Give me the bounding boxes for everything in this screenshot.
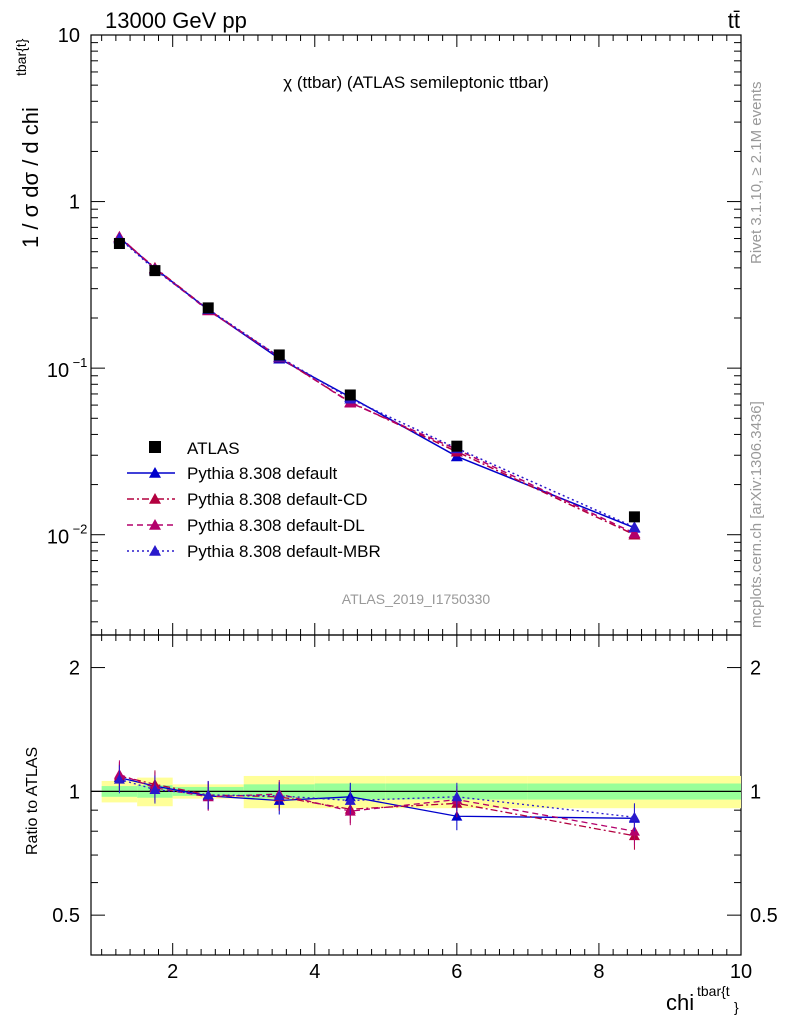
ratio-point-mbr [451,791,463,802]
legend-marker-dl [149,519,161,530]
x-tick-label: 6 [451,961,462,983]
y-main-label-text: 1 / σ dσ / d chi [18,107,43,248]
legend-marker-atlas [149,441,161,453]
ratio-point-mbr [344,795,356,805]
energy-label: 13000 GeV pp [105,8,247,33]
series-line-dl [118,236,635,534]
x-tick-label: 2 [167,961,178,983]
legend-label-atlas: ATLAS [187,439,240,458]
atlas-data-point [113,238,125,250]
atlas-data-point [451,440,463,452]
y-main-tick-label: 10 [58,25,80,47]
ratio-point-mbr [202,789,214,800]
ratio-point-mbr [113,773,125,784]
x-tick-label: 8 [593,961,604,983]
series-point-dl [628,527,641,539]
mcplots-credit-label: mcplots.cern.ch [arXiv:1306.3436] [748,401,765,628]
x-label-sup: tbar{t [697,983,730,999]
x-label-text: chi [666,990,694,1015]
y-ratio-tick-label-right: 2 [750,658,761,680]
legend-label-cd: Pythia 8.308 default-CD [187,490,368,509]
legend: ATLAS Pythia 8.308 default Pythia 8.308 de… [127,439,381,561]
y-ratio-tick-label-right: 1 [750,781,761,803]
y-ratio-tick-label-right: 0.5 [750,905,778,927]
series-point-mbr [628,521,641,532]
atlas-data-point [202,302,214,314]
process-label: tt̄ [728,8,740,33]
ratio-point-mbr [628,811,640,822]
y-main-tick-exponent: −1 [73,355,88,370]
axis-ticks: 2 4 6 8 10 10 1 10 −1 10 −2 2 2 1 1 0.5 0.5 [47,25,778,983]
y-ratio-tick-label: 1 [69,781,80,803]
atlas-data-point [149,265,161,277]
y-ratio-tick-label: 2 [69,658,80,680]
legend-marker-cd [149,493,161,504]
y-ratio-tick-label: 0.5 [52,905,80,927]
ratio-uncertainty-bands [101,775,741,809]
atlas-data-point [273,349,285,361]
series-line-mbr [118,237,635,528]
legend-marker-mbr [149,545,161,556]
atlas-data-points [113,238,640,523]
y-main-tick-label: 10 [47,360,69,382]
y-main-label-sup: tbar{t} [13,38,29,76]
atlas-data-point [628,511,640,523]
rivet-version-label: Rivet 3.1.10, ≥ 2.1M events [748,82,765,265]
ratio-point-mbr [273,790,285,801]
plot-title: χ (ttbar) (ATLAS semileptonic ttbar) [283,73,549,92]
x-label-sub: } [734,999,739,1015]
y-main-tick-exponent: −2 [73,522,88,537]
y-main-axis-label: 1 / σ dσ / d chi tbar{t} [13,38,43,248]
x-tick-label: 10 [730,961,752,983]
x-axis-label: chi tbar{t } [666,983,739,1015]
legend-label-dl: Pythia 8.308 default-DL [187,516,365,535]
legend-marker-default [149,467,161,478]
y-ratio-axis-label: Ratio to ATLAS [24,747,41,855]
series-line-default [118,237,635,529]
ratio-point-mbr [149,784,161,794]
analysis-id: ATLAS_2019_I1750330 [342,591,491,607]
y-main-tick-label: 10 [47,527,69,549]
legend-label-mbr: Pythia 8.308 default-MBR [187,542,381,561]
x-tick-label: 4 [309,961,320,983]
y-main-tick-label: 1 [69,192,80,214]
legend-label-default: Pythia 8.308 default [187,464,338,483]
atlas-data-point [344,389,356,401]
ratio-series [113,760,640,850]
